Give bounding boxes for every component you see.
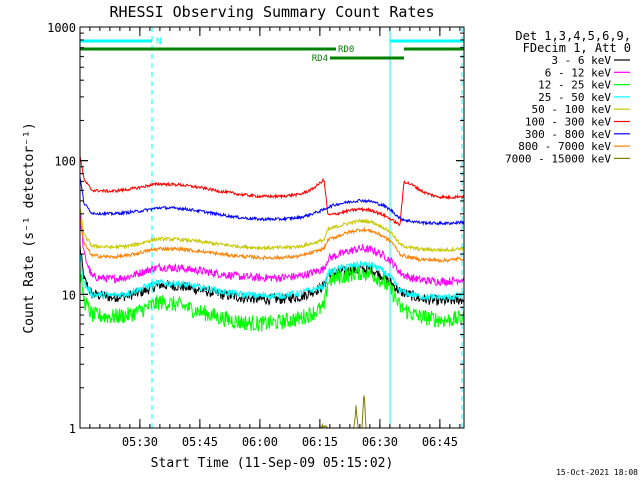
x-tick-label: 05:30 [122,435,158,449]
vertical-markers [79,27,463,428]
x-tick-label: 06:00 [242,435,278,449]
chart-title: RHESSI Observing Summary Count Rates [109,3,434,21]
y-tick-label: 1000 [47,21,76,35]
x-axis-label: Start Time (11-Sep-09 05:15:02) [151,456,394,471]
legend-label-0: 3 - 6 keV [551,54,611,67]
legend-label-1: 6 - 12 keV [545,66,612,79]
plot-frame [79,26,465,429]
y-tick-label: 10 [62,288,76,302]
y-tick-label: 1 [69,422,76,436]
legend-label-3: 25 - 50 keV [538,91,611,104]
legend-label-4: 50 - 100 keV [532,103,612,116]
y-axis-label: Count Rate (s⁻¹ detector⁻¹) [22,122,37,333]
series-line-25-50-kev [79,253,465,302]
legend-label-2: 12 - 25 keV [538,79,611,92]
series-line-6-12-kev [79,213,465,287]
legend-label-7: 800 - 7000 keV [518,140,611,153]
legend-header-line-1: Det 1,3,4,5,6,9, [515,29,631,43]
series-line-100-300-kev [79,155,465,227]
series-group [79,155,465,429]
x-tick-label: 06:15 [302,435,338,449]
series-line-50-100-kev [79,208,465,253]
status-label-rd0: RD0 [338,45,354,55]
series-line-12-25-kev [79,264,465,332]
legend-header-line-2: FDecim 1, Att 0 [523,41,631,55]
legend-label-5: 100 - 300 keV [525,116,611,129]
status-label-rd4: RD4 [312,54,328,64]
legend-label-8: 7000 - 15000 keV [505,152,611,165]
status-bars: N RD0 RD4 [80,37,464,64]
x-tick-label: 05:45 [182,435,218,449]
series-line-800-7000-kev [79,217,465,264]
y-tick-label: 100 [54,155,76,169]
x-tick-label: 06:45 [422,435,458,449]
status-label-n: N [156,37,161,47]
axes: 1 10 100 1000 05:30 05:45 06:00 06:15 06:30 06:45 [47,21,464,449]
footer-timestamp: 15-Oct-2021 18:08 [556,468,638,477]
series-line-300-800-kev [79,177,465,226]
x-tick-label: 06:30 [362,435,398,449]
legend-label-6: 300 - 800 keV [525,128,611,141]
series-line-7000-15000-kev [80,395,464,429]
